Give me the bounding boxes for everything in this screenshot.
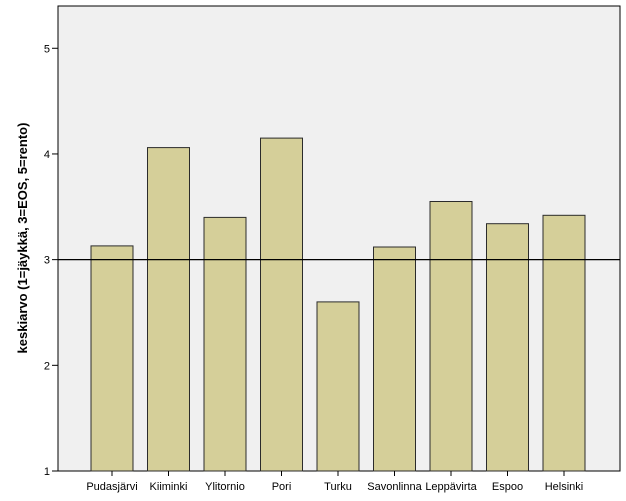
- y-tick-label: 5: [44, 43, 50, 55]
- bar-kiiminki: [147, 147, 190, 472]
- y-axis-label: keskiarvo (1=jäykkä, 3=EOS, 5=rento): [15, 123, 30, 354]
- bar-leppävirta: [429, 201, 473, 472]
- x-axis-ticks: Pudasjärvi Kiiminki Ylitornio Pori Turku Savo…: [86, 471, 583, 493]
- x-tick-label: Pori: [272, 481, 292, 493]
- y-tick-label: 3: [44, 255, 50, 267]
- y-axis-ticks: 1 2 3 4 5: [44, 43, 58, 478]
- x-tick-label: Savonlinna: [367, 481, 422, 493]
- y-tick-label: 2: [44, 360, 50, 372]
- bar-espoo: [486, 223, 529, 472]
- bar-helsinki: [542, 214, 586, 472]
- y-tick-label: 1: [44, 466, 50, 478]
- bar-turku: [316, 301, 360, 472]
- y-tick-label: 4: [44, 149, 50, 161]
- x-tick-label: Helsinki: [545, 481, 584, 493]
- x-tick-label: Kiiminki: [150, 481, 188, 493]
- x-tick-label: Espoo: [492, 481, 523, 493]
- x-tick-label: Pudasjärvi: [86, 481, 137, 493]
- bar-pori: [260, 137, 303, 472]
- x-tick-label: Ylitornio: [205, 481, 245, 493]
- bar-savonlinna: [373, 246, 416, 472]
- bar-ylitornio: [203, 216, 247, 472]
- bar-pudasjärvi: [90, 245, 134, 472]
- x-tick-label: Turku: [324, 481, 352, 493]
- x-tick-label: Leppävirta: [425, 481, 477, 493]
- bars-layer: [90, 137, 586, 472]
